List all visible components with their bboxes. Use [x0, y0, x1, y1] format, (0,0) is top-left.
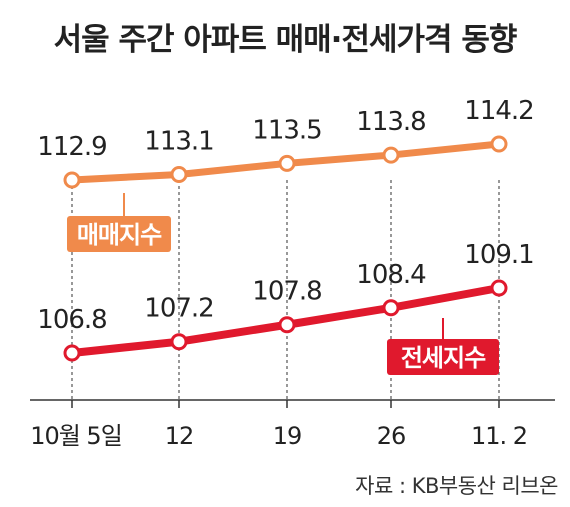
jeonse-callout-label: 전세지수	[401, 344, 486, 372]
source-note: 자료 : KB부동산 리브온	[355, 474, 558, 498]
data-point	[278, 316, 296, 334]
data-label: 113.5	[252, 115, 321, 145]
data-label: 113.1	[144, 126, 213, 156]
data-point	[63, 344, 81, 362]
data-label: 109.1	[464, 240, 533, 270]
data-label: 113.8	[356, 107, 425, 137]
data-label: 114.2	[464, 96, 533, 126]
jeonse-callout-box	[387, 339, 499, 375]
data-point	[170, 333, 188, 351]
data-label: 108.4	[356, 260, 426, 290]
data-point	[278, 154, 296, 172]
x-tick-label: 11. 2	[471, 422, 527, 450]
data-label: 106.8	[37, 305, 106, 335]
data-point	[490, 279, 508, 297]
x-tick-label: 10월 5일	[30, 422, 122, 450]
data-label: 112.9	[37, 132, 106, 162]
data-point	[382, 146, 400, 164]
chart-title: 서울 주간 아파트 매매·전세가격 동향	[53, 22, 518, 58]
data-point	[170, 165, 188, 183]
x-tick-label: 26	[377, 422, 406, 450]
data-point	[490, 135, 508, 153]
data-label: 107.8	[252, 277, 321, 307]
sale-callout-box	[67, 216, 171, 252]
x-tick-label: 19	[273, 422, 302, 450]
x-tick-label: 12	[165, 422, 194, 450]
data-label: 107.2	[144, 294, 213, 324]
data-point	[382, 299, 400, 317]
sale-callout-label: 매매지수	[77, 221, 162, 249]
data-point	[63, 171, 81, 189]
